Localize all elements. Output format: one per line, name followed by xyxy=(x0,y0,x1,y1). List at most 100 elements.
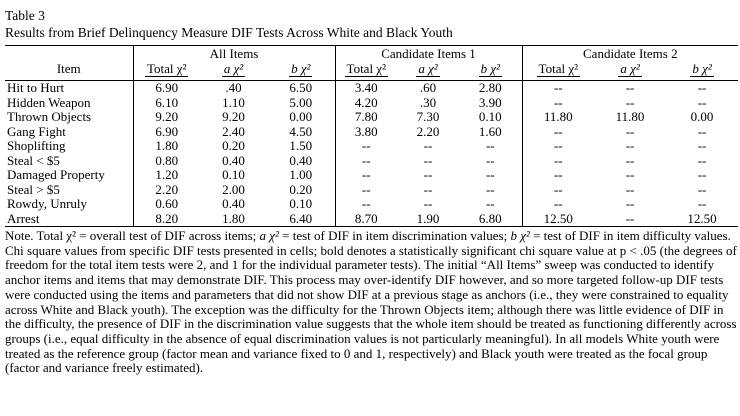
table-cell: -- xyxy=(334,139,398,154)
table-cell: -- xyxy=(625,182,635,197)
table-cell: -- xyxy=(697,95,707,110)
table-cell: 12.50 xyxy=(521,211,595,227)
table-cell: 6.80 xyxy=(478,211,502,226)
table-cell: -- xyxy=(423,168,433,182)
table-cell: -- xyxy=(521,153,595,168)
table-cell: 0.80 xyxy=(132,153,200,168)
table-cell: -- xyxy=(521,168,595,183)
table-cell: -- xyxy=(485,182,495,197)
column-header-label: a χ² xyxy=(618,61,642,77)
table-cell: -- xyxy=(423,182,433,197)
item-column-header: Item xyxy=(5,61,133,81)
table-cell: .60 xyxy=(419,80,437,95)
table-cell: 4.20 xyxy=(334,95,398,110)
table-cell: -- xyxy=(697,124,707,139)
note-segment: = test of DIF in item difficulty values.… xyxy=(5,228,737,376)
column-header-label: b χ² xyxy=(289,61,313,77)
column-header: a χ² xyxy=(594,61,667,81)
table-cell: -- xyxy=(334,197,398,212)
table-cell: -- xyxy=(625,153,635,168)
row-item-label: Shoplifting xyxy=(7,139,66,153)
table-label: Table 3 xyxy=(5,8,45,23)
table-cell: -- xyxy=(485,153,495,168)
note-italic-segment: a χ² xyxy=(259,228,279,243)
table-note: Note. Total χ² = overall test of DIF acr… xyxy=(5,228,738,376)
table-cell: -- xyxy=(697,168,707,182)
column-header-label: Total χ² xyxy=(536,61,580,77)
table-cell: 1.80 xyxy=(132,139,200,154)
table-cell: -- xyxy=(625,197,635,211)
table-cell: 7.80 xyxy=(334,110,398,125)
table-cell: -- xyxy=(697,80,707,95)
table-cell: 6.10 xyxy=(132,95,200,110)
table-cell: -- xyxy=(521,124,595,139)
table-cell: 5.00 xyxy=(289,95,313,110)
table-cell: -- xyxy=(485,168,495,182)
table-cell: .30 xyxy=(419,95,437,110)
table-cell: 1.90 xyxy=(416,211,440,226)
row-item-label: Hit to Hurt xyxy=(7,80,65,95)
table-cell: 6.40 xyxy=(289,211,313,226)
column-header: b χ² xyxy=(267,61,336,81)
table-cell: 0.40 xyxy=(222,197,245,211)
table-cell: -- xyxy=(521,197,595,212)
column-header: Total χ² xyxy=(521,61,595,81)
table-cell: 0.00 xyxy=(289,110,313,124)
table-cell: 0.40 xyxy=(289,153,313,168)
table-cell: 0.20 xyxy=(289,182,313,197)
table-row: Steal < $5 0.80 0.40 0.40 -- -- -- -- -- -- xyxy=(5,153,738,168)
table-cell: -- xyxy=(334,153,398,168)
table-cell: -- xyxy=(697,182,707,197)
row-item-label: Thrown Objects xyxy=(7,110,92,124)
table-cell: -- xyxy=(423,139,433,153)
column-header: Total χ² xyxy=(334,61,398,81)
row-item-label: Steal < $5 xyxy=(7,153,60,168)
table-cell: 8.20 xyxy=(132,211,200,227)
table-cell: -- xyxy=(423,153,433,168)
column-group-header: All Items xyxy=(132,45,336,61)
column-group-header: Candidate Items 1 xyxy=(334,45,523,61)
note-italic-segment: b χ² xyxy=(510,228,530,243)
table-row: Hidden Weapon 6.10 1.10 5.00 4.20 .30 3.90 -- --… xyxy=(5,95,738,110)
table-cell: -- xyxy=(697,153,707,168)
table-cell: -- xyxy=(697,197,707,211)
table-cell: 0.00 xyxy=(690,110,714,124)
column-header-label: b χ² xyxy=(690,61,714,77)
table-cell: 6.90 xyxy=(132,80,200,96)
table-cell: 4.50 xyxy=(289,124,313,139)
column-header-label: Total χ² xyxy=(145,61,189,77)
column-header-label: a χ² xyxy=(416,61,440,77)
table-title: Results from Brief Delinquency Measure D… xyxy=(5,25,453,40)
column-header: b χ² xyxy=(459,61,523,81)
table-cell: 9.20 xyxy=(132,110,200,125)
column-header-label: b χ² xyxy=(478,61,502,77)
table-cell: -- xyxy=(334,168,398,183)
table-row: Rowdy, Unruly 0.60 0.40 0.10 -- -- -- -- -- -- xyxy=(5,197,738,212)
row-item-label: Rowdy, Unruly xyxy=(7,197,88,211)
corner-cell xyxy=(5,46,133,62)
table-cell: -- xyxy=(423,197,433,211)
table-cell: -- xyxy=(625,211,635,226)
column-group-header-row: All Items Candidate Items 1 Candidate Item… xyxy=(5,45,739,62)
table-row: Steal > $5 2.20 2.00 0.20 -- -- -- -- -- -- xyxy=(5,182,738,197)
table-row: Shoplifting 1.80 0.20 1.50 -- -- -- -- -- -- xyxy=(5,139,738,154)
table-row: Arrest 8.20 1.80 6.40 8.70 1.90 6.80 12.50 -- 12.… xyxy=(5,211,738,227)
table-cell: 0.20 xyxy=(222,139,245,153)
table-cell: -- xyxy=(697,139,707,153)
table-cell: 1.60 xyxy=(478,124,502,139)
table-cell: 2.20 xyxy=(416,124,440,139)
table-cell: -- xyxy=(485,197,495,211)
table-cell: -- xyxy=(521,182,595,197)
column-header: a χ² xyxy=(200,61,267,81)
table-cell: -- xyxy=(521,80,595,96)
row-item-label: Steal > $5 xyxy=(7,182,60,197)
column-header: a χ² xyxy=(397,61,460,81)
table-cell: -- xyxy=(521,139,595,154)
column-header-label: Total χ² xyxy=(344,61,388,77)
table-row: Thrown Objects 9.20 9.20 0.00 7.80 7.30 0.10 11… xyxy=(5,110,738,125)
table-cell: -- xyxy=(625,168,635,182)
note-segment: Note. Total χ² = overall test of DIF acr… xyxy=(5,228,260,243)
column-header: Total χ² xyxy=(132,61,200,81)
table-row: Damaged Property 1.20 0.10 1.00 -- -- -- -- -- -- xyxy=(5,168,738,183)
